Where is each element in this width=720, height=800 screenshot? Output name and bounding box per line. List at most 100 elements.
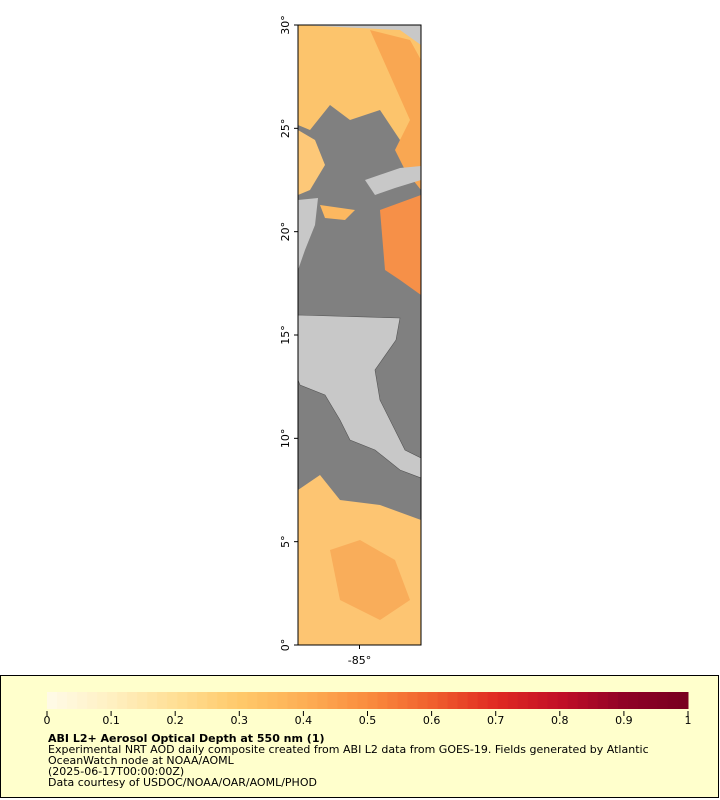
colorbar-cell [497, 692, 509, 709]
colorbar-cell [237, 692, 248, 709]
colorbar-cell [437, 692, 449, 709]
colorbar-cell [177, 692, 188, 709]
colorbar-cell [207, 692, 218, 709]
colorbar-cell [287, 692, 298, 709]
colorbar-cell [157, 692, 168, 709]
aerosol-gulf [298, 130, 325, 195]
colorbar-cell [307, 692, 318, 709]
legend-line: Experimental NRT AOD daily composite cre… [48, 743, 649, 756]
colorbar-cell [647, 692, 659, 709]
colorbar-tick-label: 0.1 [102, 714, 120, 727]
colorbar-tick-label: 0.7 [487, 714, 505, 727]
land-cuba [365, 166, 421, 195]
colorbar-cell [677, 692, 689, 709]
colorbar-cell [47, 692, 58, 709]
colorbar-cell [257, 692, 268, 709]
colorbar-cell [147, 692, 158, 709]
colorbar-cell [637, 692, 649, 709]
aerosol-florida [370, 30, 421, 190]
colorbar-cell [57, 692, 68, 709]
colorbar-cell [247, 692, 258, 709]
colorbar-tick-label: 0.2 [166, 714, 184, 727]
colorbar-cell [357, 692, 368, 709]
colorbar-cell [227, 692, 238, 709]
colorbar-cell [197, 692, 208, 709]
colorbar-cell [407, 692, 419, 709]
colorbar-cell [107, 692, 118, 709]
colorbar [47, 692, 689, 709]
colorbar-cell [527, 692, 539, 709]
colorbar-cell [77, 692, 88, 709]
aerosol-caribbean [380, 195, 421, 295]
colorbar-cell [97, 692, 108, 709]
colorbar-cell [327, 692, 338, 709]
legend-title: ABI L2+ Aerosol Optical Depth at 550 nm … [48, 732, 325, 745]
colorbar-tick-label: 0.3 [231, 714, 249, 727]
legend-line: (2025-06-17T00:00:00Z) [48, 765, 184, 778]
y-tick-label: 15° [279, 325, 292, 345]
colorbar-cell [417, 692, 429, 709]
colorbar-cell [627, 692, 639, 709]
colorbar-cell [297, 692, 308, 709]
colorbar-cell [537, 692, 549, 709]
map-area [298, 25, 421, 645]
colorbar-tick-label: 1 [685, 714, 692, 727]
legend-line: OceanWatch node at NOAA/AOML [48, 754, 235, 767]
colorbar-cell [267, 692, 278, 709]
colorbar-tick-label: 0.9 [615, 714, 633, 727]
colorbar-cell [587, 692, 599, 709]
y-tick-label: 30° [279, 15, 292, 35]
colorbar-cell [277, 692, 288, 709]
colorbar-cell [377, 692, 389, 709]
aerosol-patch [320, 205, 355, 220]
colorbar-cell [337, 692, 348, 709]
y-tick-label: 10° [279, 429, 292, 449]
colorbar-cell [137, 692, 148, 709]
land-yucatan [298, 198, 318, 270]
colorbar-cell [317, 692, 328, 709]
y-tick-label: 25° [279, 119, 292, 139]
colorbar-tick-label: 0.5 [359, 714, 377, 727]
colorbar-cell [127, 692, 138, 709]
colorbar-cell [657, 692, 669, 709]
colorbar-cell [487, 692, 499, 709]
aerosol-pacific-dense [330, 540, 410, 620]
y-tick-label: 0° [279, 639, 292, 652]
legend-line: Data courtesy of USDOC/NOAA/OAR/AOML/PHO… [48, 776, 317, 789]
land-central-america [298, 314, 421, 479]
colorbar-cell [167, 692, 178, 709]
colorbar-cell [217, 692, 228, 709]
colorbar-cell [447, 692, 459, 709]
colorbar-cell [667, 692, 679, 709]
colorbar-cell [507, 692, 519, 709]
colorbar-cell [517, 692, 529, 709]
colorbar-cell [347, 692, 358, 709]
colorbar-cell [617, 692, 629, 709]
colorbar-cell [567, 692, 579, 709]
colorbar-cell [467, 692, 479, 709]
colorbar-tick-label: 0.8 [551, 714, 569, 727]
colorbar-cell [67, 692, 78, 709]
y-tick-label: 5° [279, 535, 292, 548]
colorbar-cell [457, 692, 469, 709]
colorbar-cell [367, 692, 379, 709]
colorbar-tick-label: 0 [44, 714, 51, 727]
colorbar-cell [87, 692, 98, 709]
colorbar-cell [477, 692, 489, 709]
colorbar-cell [607, 692, 619, 709]
colorbar-tick-label: 0.6 [423, 714, 441, 727]
colorbar-cell [547, 692, 559, 709]
colorbar-cell [427, 692, 439, 709]
land-us [298, 25, 421, 45]
y-tick-label: 20° [279, 222, 292, 242]
colorbar-cell [397, 692, 409, 709]
x-tick-label: -85° [348, 654, 371, 667]
colorbar-cell [577, 692, 589, 709]
colorbar-cell [387, 692, 399, 709]
colorbar-cell [597, 692, 609, 709]
colorbar-cell [187, 692, 198, 709]
colorbar-tick-label: 0.4 [295, 714, 313, 727]
colorbar-cell [117, 692, 128, 709]
